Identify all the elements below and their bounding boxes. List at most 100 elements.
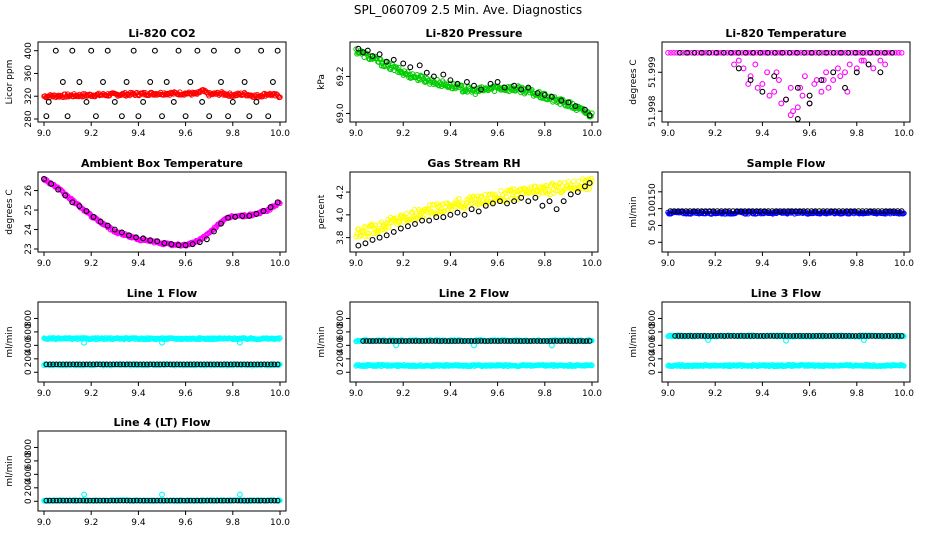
line1-point [134, 361, 140, 368]
line2-plot-area [353, 337, 595, 370]
rh-point [511, 198, 518, 205]
line2-point [448, 338, 455, 344]
line1-series-3 [43, 361, 281, 368]
temp-point [845, 49, 852, 56]
rh-point [525, 198, 532, 205]
co2-point [83, 98, 90, 105]
line4-point [194, 497, 200, 504]
line4-x-tick-label: 9.2 [84, 518, 98, 528]
temp-point [869, 49, 875, 56]
line4-point [80, 497, 87, 504]
line2-point [557, 338, 563, 344]
temp-point [892, 49, 899, 56]
line1-point [124, 361, 130, 368]
line3-point [701, 333, 708, 339]
sample-point [871, 208, 878, 214]
temp-point [671, 49, 677, 56]
temp-point [846, 61, 853, 68]
temp-point [794, 49, 800, 56]
line2-ylabel: ml/min [317, 326, 327, 357]
line3-point [682, 333, 688, 339]
co2-series-1 [43, 47, 281, 120]
line1-y-tick-label: 0 [24, 369, 34, 375]
rh-point [383, 232, 390, 239]
line1-chart: Line 1 Flow 9.0 9.2 9.4 9.6 9.8 10.0 0 200400600… [5, 287, 290, 399]
line3-point [764, 333, 770, 339]
line1-point [258, 361, 264, 368]
line1-point [87, 361, 93, 368]
line2-point [370, 338, 376, 344]
line3-point [685, 333, 692, 339]
ambient-point [239, 212, 246, 219]
rh-point [504, 200, 510, 207]
sample-point [875, 208, 881, 214]
co2-point [274, 47, 281, 54]
ambient-point [55, 186, 62, 193]
line2-point [573, 338, 580, 344]
line3-point [770, 333, 777, 339]
line1-point [103, 361, 110, 368]
line2-point [550, 338, 557, 344]
temp-point [877, 69, 884, 76]
line1-point [177, 361, 184, 368]
sample-point [824, 208, 830, 214]
line4-point [277, 497, 283, 504]
line2-y-tick-label: 800 [336, 310, 346, 327]
line1-point [137, 361, 144, 368]
co2-point [163, 79, 170, 85]
rh-x-tick-label: 9.6 [490, 259, 505, 269]
ambient-point [154, 238, 161, 245]
line2-point [422, 338, 429, 344]
line3-point [885, 333, 892, 339]
rh-point [469, 200, 475, 207]
co2-point [182, 113, 189, 120]
rh-point [475, 193, 481, 199]
line2-point [471, 338, 478, 344]
co2-y-tick-label: 320 [24, 87, 34, 104]
line3-point [816, 333, 823, 339]
rh-point [414, 215, 420, 222]
temp-point [715, 49, 722, 56]
line1-point [231, 361, 237, 368]
line4-point [170, 497, 177, 504]
line2-point [409, 338, 416, 344]
temp-point [867, 49, 874, 56]
line2-point [514, 338, 521, 344]
line4-point [67, 497, 73, 504]
rh-point [426, 217, 433, 224]
rh-point [378, 219, 385, 225]
rh-point [407, 217, 413, 223]
line2-point [511, 338, 517, 344]
line4-point [110, 497, 117, 504]
line1-point [234, 361, 241, 368]
sample-point [722, 208, 729, 214]
sample-point [769, 208, 776, 214]
rh-chart: Gas Stream RH 9.0 9.2 9.4 9.6 9.8 10.0 3.8 4.0 4.… [317, 157, 602, 269]
pressure-point [501, 84, 508, 91]
pressure-point [447, 77, 454, 84]
line2-y-tick-label: 0 [336, 369, 346, 375]
sample-series-1 [667, 208, 905, 214]
line4-point [274, 497, 281, 504]
temp-point [792, 49, 798, 56]
line1-plot-area [41, 335, 283, 369]
line1-point [144, 361, 150, 368]
sample-point [840, 208, 846, 214]
temp-point [898, 49, 905, 56]
line3-point [757, 333, 764, 339]
line2-point [544, 338, 550, 344]
line4-point [100, 497, 107, 504]
line4-point [93, 497, 100, 504]
pressure-point [472, 91, 479, 97]
line1-point [130, 361, 137, 368]
line2-point [540, 338, 547, 344]
line2-point [462, 338, 468, 344]
rh-ylabel: percent [317, 194, 327, 229]
temp-point [747, 77, 754, 84]
line3-point [731, 333, 737, 339]
rh-point [363, 224, 369, 230]
rh-point [546, 198, 553, 205]
sample-ylabel: ml/min [629, 196, 639, 227]
sample-point [816, 208, 823, 214]
temp-point [834, 65, 841, 72]
